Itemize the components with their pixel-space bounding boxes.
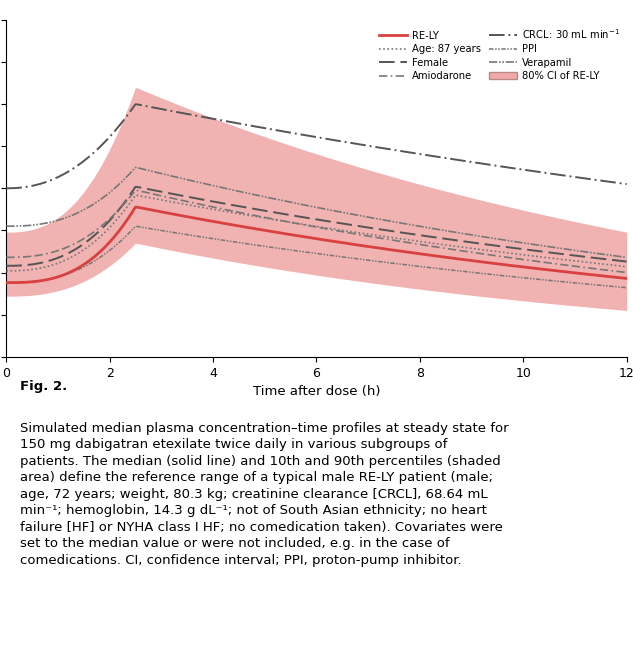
Text: Fig. 2.: Fig. 2. [20,380,67,393]
Text: Simulated median plasma concentration–time profiles at steady state for
150 mg d: Simulated median plasma concentration–ti… [20,422,508,566]
Legend: RE-LY, Age: 87 years, Female, Amiodarone, CRCL: 30 mL min$^{-1}$, PPI, Verapamil: RE-LY, Age: 87 years, Female, Amiodarone… [377,25,622,83]
X-axis label: Time after dose (h): Time after dose (h) [253,385,380,398]
